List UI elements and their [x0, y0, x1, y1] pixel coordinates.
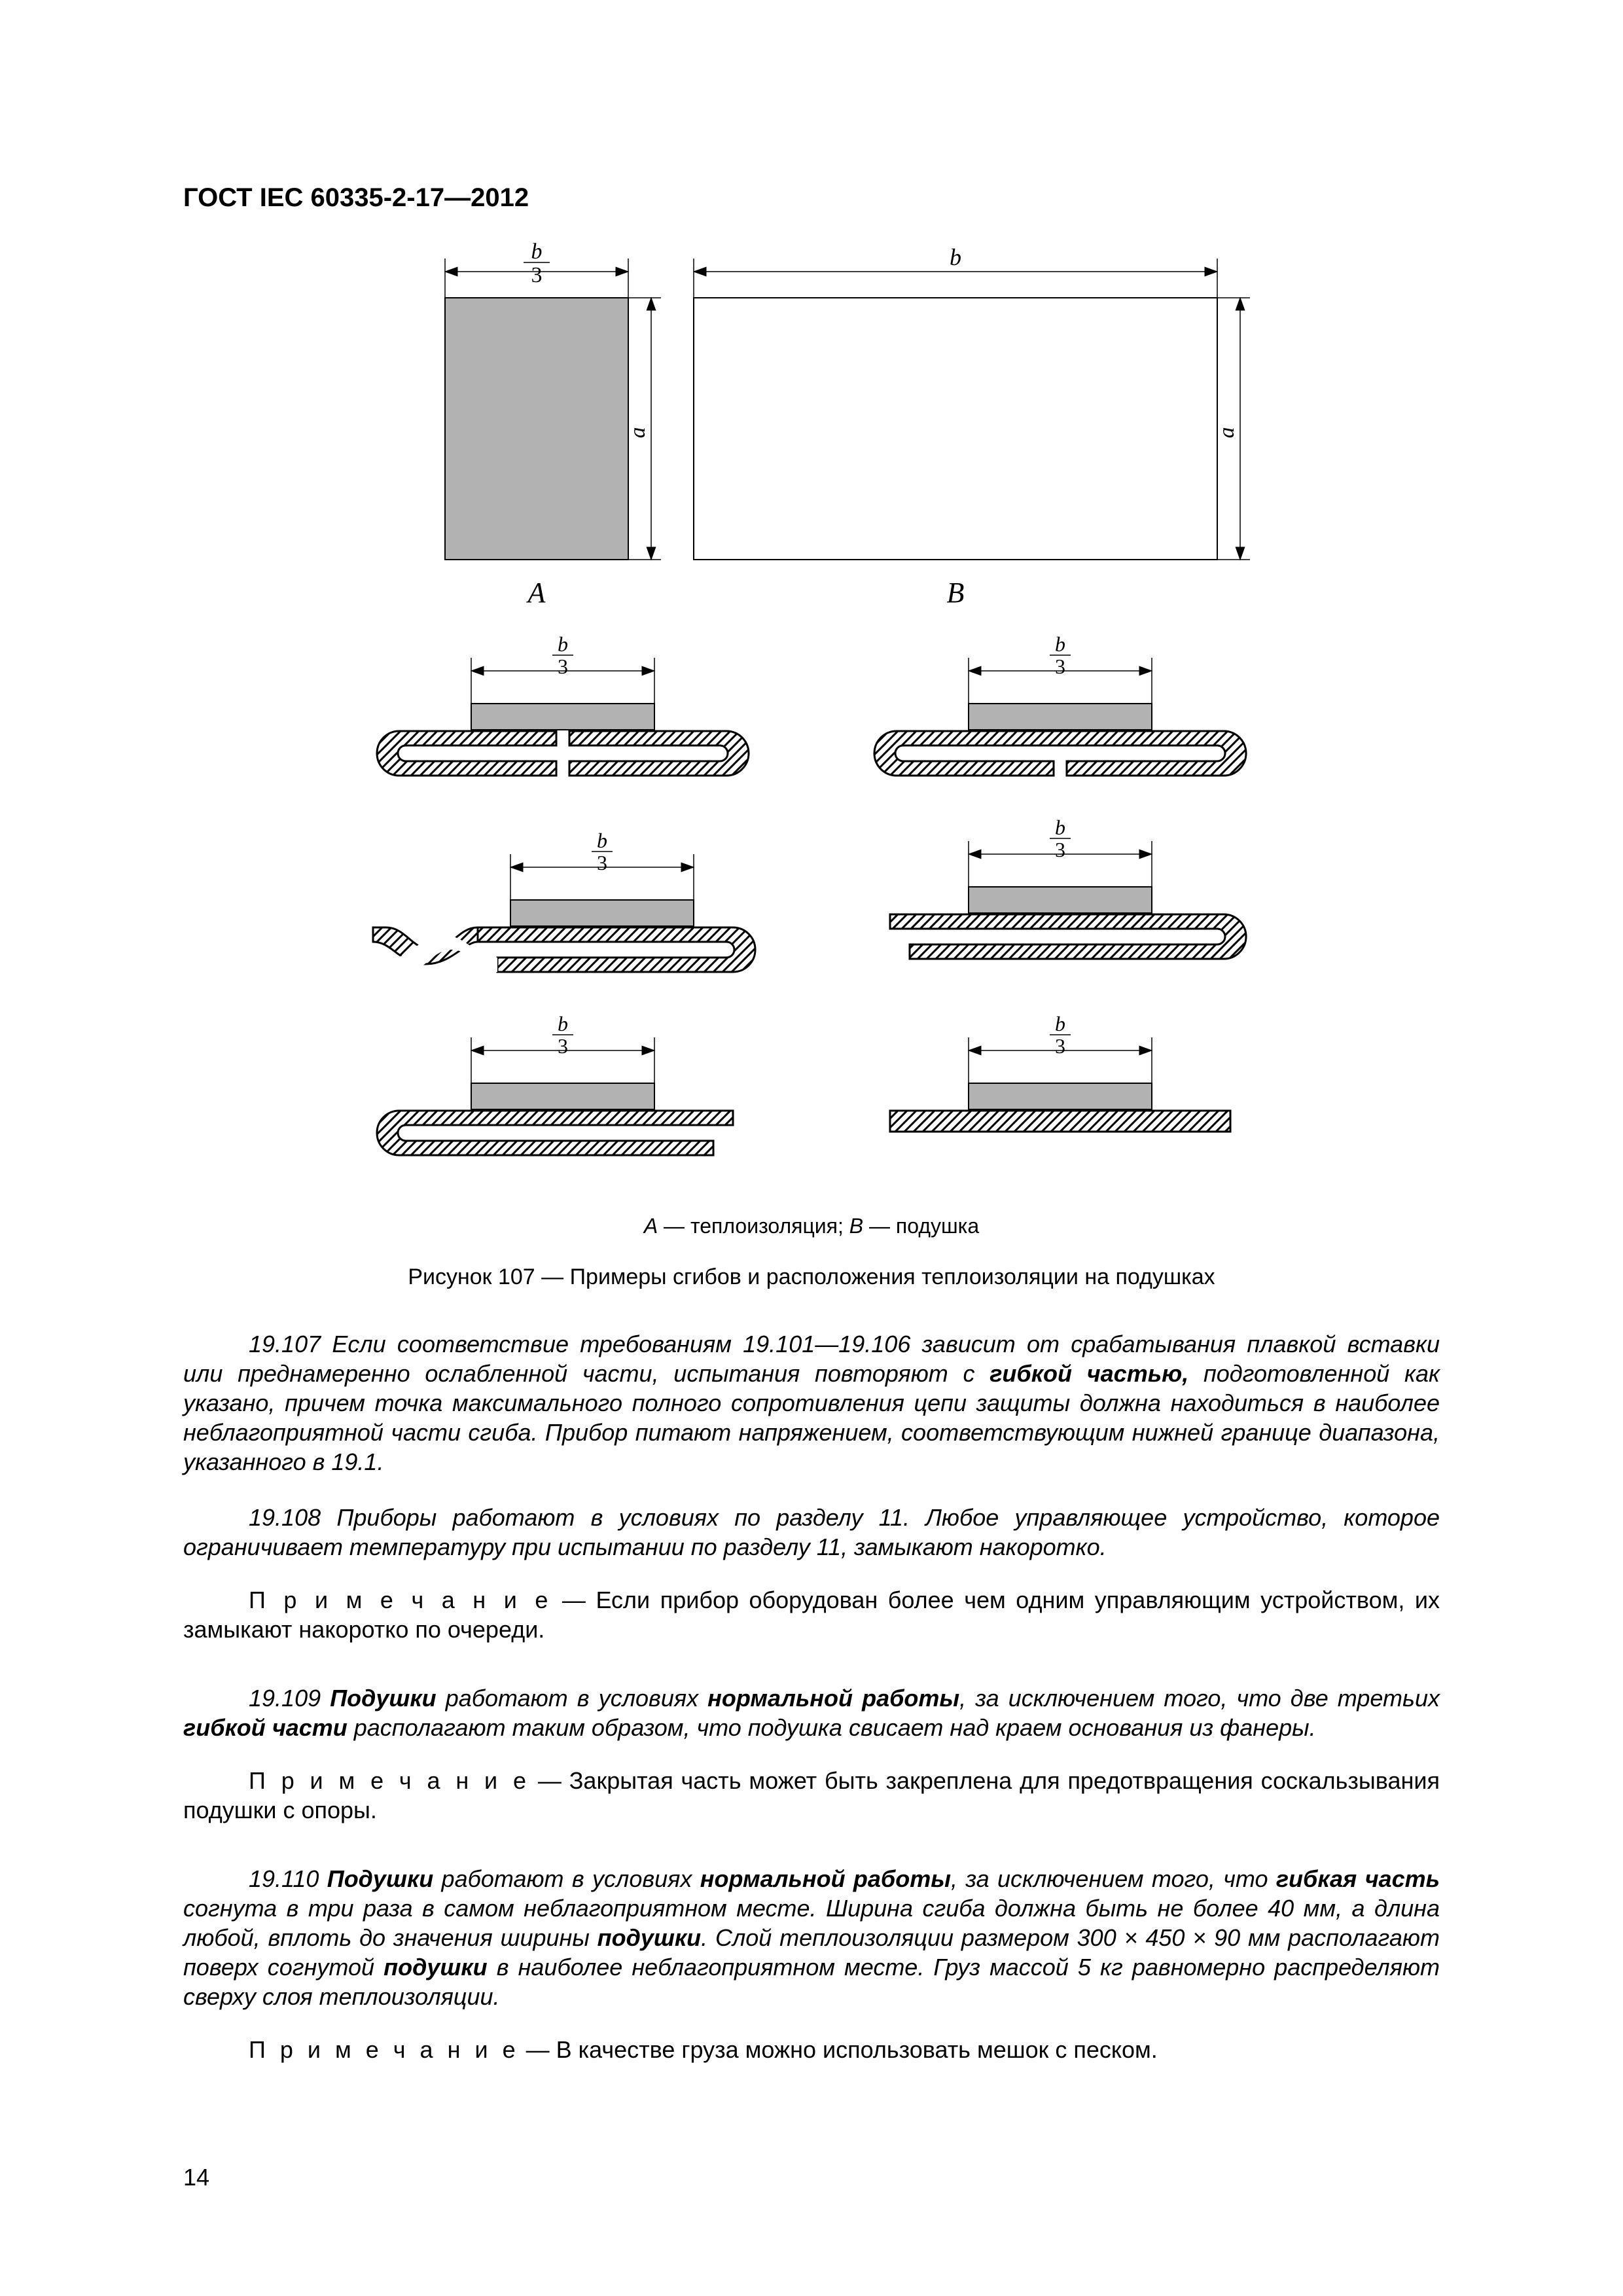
clause-19-107: 19.107 Если соответствие требованиям 19.… — [183, 1329, 1440, 1477]
svg-text:3: 3 — [1055, 838, 1065, 861]
document-header: ГОСТ IEC 60335-2-17—2012 — [183, 183, 1440, 213]
svg-text:b: b — [1055, 632, 1065, 656]
clause-19-110: 19.110 Подушки работают в условиях норма… — [183, 1864, 1440, 2011]
figure-row1: b 3 b 3 — [327, 619, 1296, 802]
figure-caption: Рисунок 107 — Примеры сгибов и расположе… — [408, 1265, 1215, 1290]
note-2: П р и м е ч а н и е — Закрытая часть мож… — [183, 1766, 1440, 1825]
page-number: 14 — [183, 2164, 209, 2191]
clause-19-108: 19.108 Приборы работают в условиях по ра… — [183, 1503, 1440, 1562]
clause-19-109: 19.109 Подушки работают в условиях норма… — [183, 1683, 1440, 1742]
svg-text:3: 3 — [1055, 655, 1065, 678]
svg-text:a: a — [626, 427, 650, 439]
svg-text:a: a — [1215, 427, 1239, 439]
svg-text:В: В — [947, 577, 965, 609]
svg-text:3: 3 — [558, 655, 568, 678]
svg-text:А: А — [526, 577, 546, 609]
figure-107: b 3 b a a А В — [183, 239, 1440, 1290]
svg-text:3: 3 — [531, 263, 543, 287]
svg-text:3: 3 — [1055, 1034, 1065, 1058]
svg-text:b: b — [1055, 816, 1065, 839]
svg-text:b: b — [950, 244, 961, 270]
note-3: П р и м е ч а н и е — В качестве груза м… — [183, 2035, 1440, 2064]
note-1: П р и м е ч а н и е — Если прибор оборуд… — [183, 1585, 1440, 1644]
svg-text:3: 3 — [558, 1034, 568, 1058]
svg-text:b: b — [1055, 1012, 1065, 1035]
figure-top-rects: b 3 b a a А В — [327, 239, 1296, 619]
svg-text:3: 3 — [597, 851, 607, 874]
figure-row3: b 3 b 3 — [327, 998, 1296, 1194]
svg-text:b: b — [558, 632, 568, 656]
svg-text:b: b — [597, 829, 607, 852]
svg-text:b: b — [558, 1012, 568, 1035]
figure-legend: А — теплоизоляция; В — подушка — [644, 1214, 979, 1238]
figure-row2: b 3 b 3 — [327, 802, 1296, 998]
svg-text:b: b — [531, 240, 543, 264]
